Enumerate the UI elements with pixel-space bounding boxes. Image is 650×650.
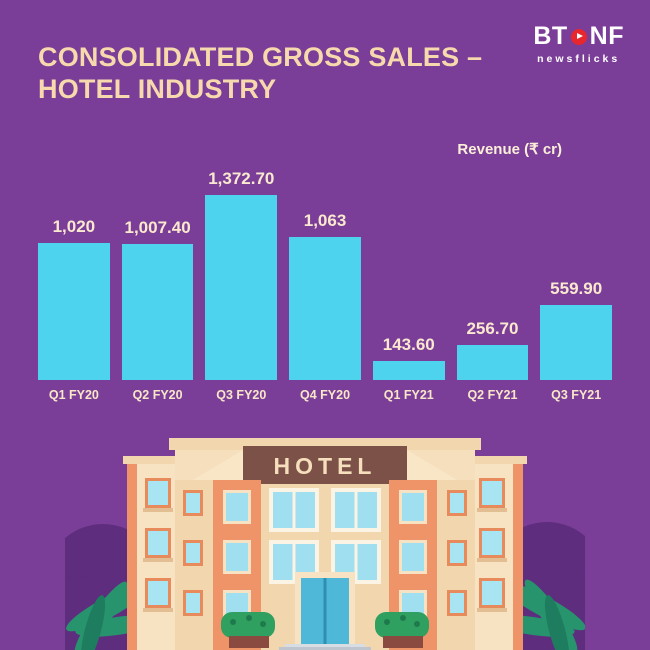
btnf-logo: BT NF newsflicks	[533, 22, 624, 65]
bar-value-label: 1,063	[303, 211, 347, 230]
hedge-right	[375, 612, 429, 648]
hotel-sign	[243, 446, 407, 484]
bar-value-label: 256.70	[466, 319, 519, 338]
bar-chart-bars: 1,020 1,007.40 1,372.70 1,063 143.60 256.70 55…	[38, 169, 613, 380]
bar	[372, 361, 445, 380]
bar	[38, 243, 110, 380]
logo-tagline: newsflicks	[537, 53, 621, 65]
page-title-line2: HOTEL INDUSTRY	[38, 73, 277, 104]
bar-value-label: 1,020	[52, 217, 96, 236]
hotel-right-wing	[467, 456, 527, 650]
bar	[456, 345, 529, 380]
bar-value-label: 559.90	[550, 279, 603, 298]
bar-column: 256.70	[456, 319, 529, 380]
page-title-line1: CONSOLIDATED GROSS SALES –	[38, 42, 483, 72]
bar	[205, 195, 278, 380]
bar-value-label: 1,372.70	[208, 169, 275, 188]
logo-bt-text: BT	[533, 22, 568, 50]
x-axis-label: Q1 FY21	[383, 388, 434, 402]
x-axis-label: Q2 FY21	[467, 388, 518, 402]
bar-column: 143.60	[372, 335, 445, 380]
hotel-illustration: HOTEL	[65, 438, 585, 650]
bar	[289, 237, 361, 380]
bar-chart-categories: Q1 FY20 Q2 FY20 Q3 FY20 Q4 FY20 Q1 FY21 Q2 FY…	[38, 388, 612, 402]
bar-column: 1,063	[289, 211, 361, 380]
x-axis-label: Q4 FY20	[300, 388, 351, 402]
bar-column: 1,020	[38, 217, 110, 380]
page-title: CONSOLIDATED GROSS SALES – HOTEL INDUSTR…	[38, 42, 482, 106]
btnf-logo-row: BT NF	[533, 22, 624, 51]
bar-chart: 1,020 1,007.40 1,372.70 1,063 143.60 256.70 55…	[38, 169, 613, 402]
x-axis-label: Q3 FY20	[216, 388, 267, 402]
x-axis-label: Q1 FY20	[48, 388, 99, 402]
bar	[540, 305, 613, 380]
bar-column: 1,007.40	[121, 218, 194, 380]
bar-column: 1,372.70	[205, 169, 278, 380]
x-axis-label: Q2 FY20	[132, 388, 183, 402]
y-axis-legend: Revenue (₹ cr)	[457, 141, 562, 158]
logo-red-dot-icon	[570, 28, 587, 45]
x-axis-label: Q3 FY21	[551, 388, 602, 402]
bar	[121, 244, 194, 380]
bar-column: 559.90	[540, 279, 613, 380]
hotel-left-wing	[123, 456, 183, 650]
hedge-left	[221, 612, 275, 648]
bar-value-label: 1,007.40	[124, 218, 191, 237]
hotel-entrance	[279, 572, 371, 650]
hotel-central-tower: HOTEL	[169, 438, 481, 650]
bar-value-label: 143.60	[382, 335, 435, 354]
hotel-sign-text: HOTEL	[274, 453, 377, 479]
logo-nf-text: NF	[589, 22, 624, 50]
